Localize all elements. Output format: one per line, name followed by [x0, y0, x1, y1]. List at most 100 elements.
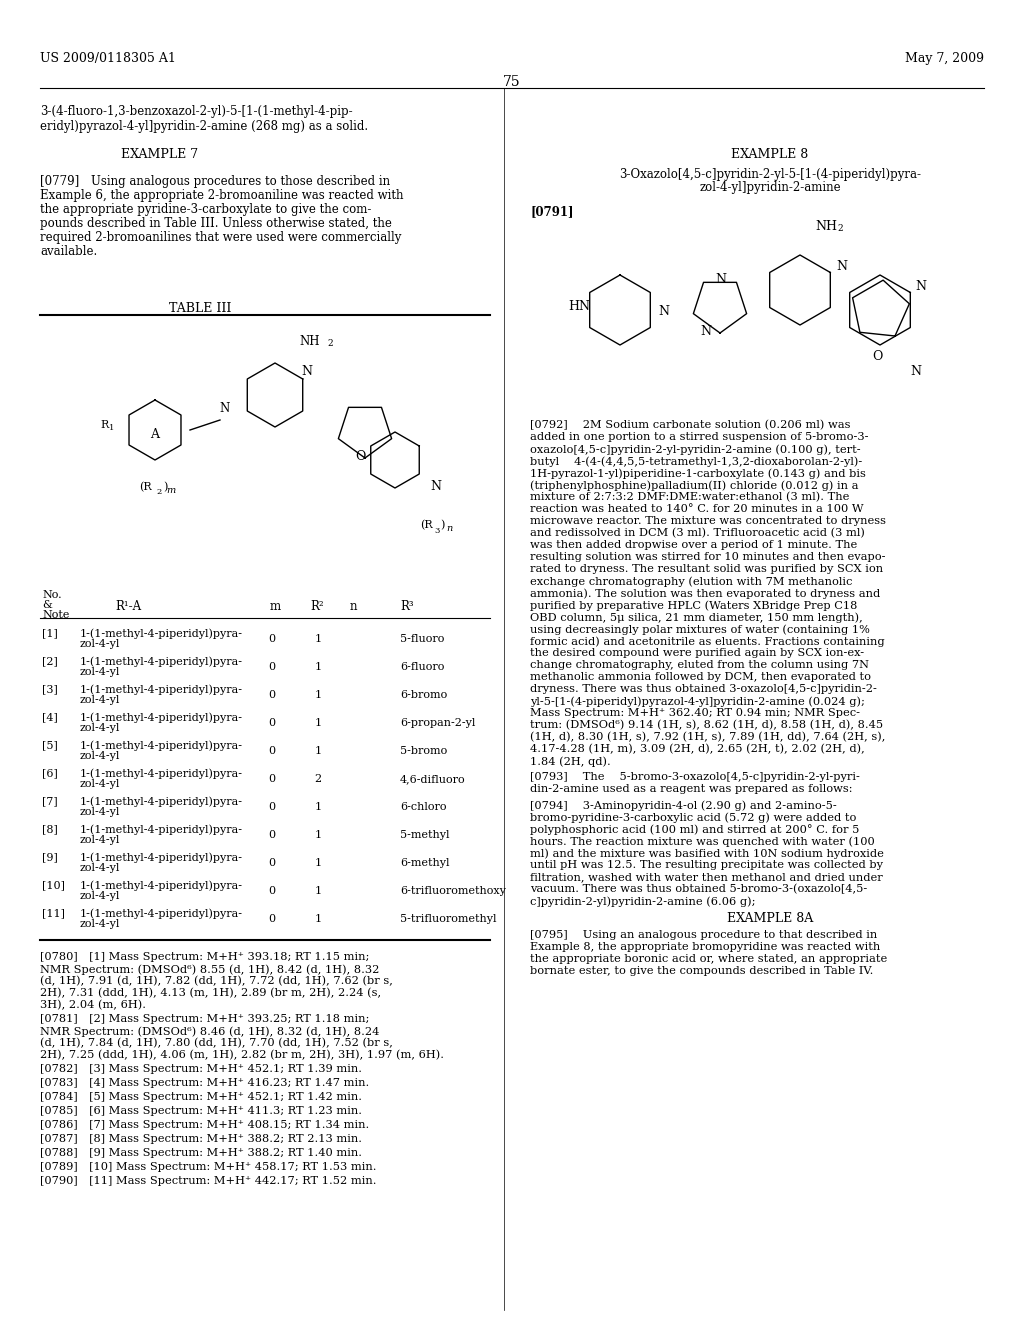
Text: n: n: [350, 601, 357, 612]
Text: [0779] Using analogous procedures to those described in: [0779] Using analogous procedures to tho…: [40, 176, 390, 187]
Text: EXAMPLE 7: EXAMPLE 7: [122, 148, 199, 161]
Text: [0794]  3-Aminopyridin-4-ol (2.90 g) and 2-amino-5-: [0794] 3-Aminopyridin-4-ol (2.90 g) and …: [530, 800, 837, 810]
Text: 5-bromo: 5-bromo: [400, 746, 447, 756]
Text: required 2-bromoanilines that were used were commercially: required 2-bromoanilines that were used …: [40, 231, 401, 244]
Text: (1H, d), 8.30 (1H, s), 7.92 (1H, s), 7.89 (1H, dd), 7.64 (2H, s),: (1H, d), 8.30 (1H, s), 7.92 (1H, s), 7.8…: [530, 733, 886, 742]
Text: [11]: [11]: [42, 908, 65, 917]
Text: din-2-amine used as a reagent was prepared as follows:: din-2-amine used as a reagent was prepar…: [530, 784, 853, 795]
Text: rated to dryness. The resultant solid was purified by SCX ion: rated to dryness. The resultant solid wa…: [530, 564, 883, 574]
Text: A: A: [151, 429, 160, 441]
Text: resulting solution was stirred for 10 minutes and then evapo-: resulting solution was stirred for 10 mi…: [530, 552, 886, 562]
Text: [3]: [3]: [42, 684, 58, 694]
Text: n: n: [446, 524, 453, 533]
Text: zol-4-yl: zol-4-yl: [80, 836, 121, 845]
Text: 0: 0: [268, 774, 275, 784]
Text: mixture of 2:7:3:2 DMF:DME:water:ethanol (3 ml). The: mixture of 2:7:3:2 DMF:DME:water:ethanol…: [530, 492, 849, 503]
Text: 0: 0: [268, 690, 275, 700]
Text: US 2009/0118305 A1: US 2009/0118305 A1: [40, 51, 176, 65]
Text: 1-(1-methyl-4-piperidyl)pyra-: 1-(1-methyl-4-piperidyl)pyra-: [80, 768, 243, 779]
Text: 2: 2: [328, 339, 333, 348]
Text: 5-trifluoromethyl: 5-trifluoromethyl: [400, 913, 497, 924]
Text: 3-Oxazolo[4,5-c]pyridin-2-yl-5-[1-(4-piperidyl)pyra-: 3-Oxazolo[4,5-c]pyridin-2-yl-5-[1-(4-pip…: [618, 168, 921, 181]
Text: [8]: [8]: [42, 824, 58, 834]
Text: 2H), 7.31 (ddd, 1H), 4.13 (m, 1H), 2.89 (br m, 2H), 2.24 (s,: 2H), 7.31 (ddd, 1H), 4.13 (m, 1H), 2.89 …: [40, 987, 381, 998]
Text: m: m: [270, 601, 282, 612]
Text: R²: R²: [310, 601, 324, 612]
Text: exchange chromatography (elution with 7M methanolic: exchange chromatography (elution with 7M…: [530, 576, 852, 586]
Text: zol-4-yl: zol-4-yl: [80, 891, 121, 902]
Text: dryness. There was thus obtained 3-oxazolo[4,5-c]pyridin-2-: dryness. There was thus obtained 3-oxazo…: [530, 684, 877, 694]
Text: filtration, washed with water then methanol and dried under: filtration, washed with water then metha…: [530, 873, 883, 882]
Text: the desired compound were purified again by SCX ion-ex-: the desired compound were purified again…: [530, 648, 864, 657]
Text: ): ): [163, 482, 167, 492]
Text: [0783] [4] Mass Spectrum: M+H⁺ 416.23; RT 1.47 min.: [0783] [4] Mass Spectrum: M+H⁺ 416.23; R…: [40, 1078, 370, 1088]
Text: 1: 1: [314, 718, 322, 729]
Text: HN: HN: [568, 300, 590, 313]
Text: &: &: [42, 601, 52, 610]
Text: No.: No.: [42, 590, 61, 601]
Text: [6]: [6]: [42, 768, 58, 777]
Text: 6-fluoro: 6-fluoro: [400, 663, 444, 672]
Text: 1: 1: [314, 746, 322, 756]
Text: 1: 1: [314, 830, 322, 840]
Text: 1: 1: [314, 803, 322, 812]
Text: [0795]  Using an analogous procedure to that described in: [0795] Using an analogous procedure to t…: [530, 931, 878, 940]
Text: N: N: [910, 366, 921, 378]
Text: NMR Spectrum: (DMSOd⁶) 8.55 (d, 1H), 8.42 (d, 1H), 8.32: NMR Spectrum: (DMSOd⁶) 8.55 (d, 1H), 8.4…: [40, 964, 379, 974]
Text: 2H), 7.25 (ddd, 1H), 4.06 (m, 1H), 2.82 (br m, 2H), 3H), 1.97 (m, 6H).: 2H), 7.25 (ddd, 1H), 4.06 (m, 1H), 2.82 …: [40, 1049, 444, 1060]
Text: [0792]  2M Sodium carbonate solution (0.206 ml) was: [0792] 2M Sodium carbonate solution (0.2…: [530, 420, 851, 430]
Text: N: N: [658, 305, 669, 318]
Text: was then added dropwise over a period of 1 minute. The: was then added dropwise over a period of…: [530, 540, 857, 550]
Text: microwave reactor. The mixture was concentrated to dryness: microwave reactor. The mixture was conce…: [530, 516, 886, 525]
Text: 0: 0: [268, 746, 275, 756]
Text: 1-(1-methyl-4-piperidyl)pyra-: 1-(1-methyl-4-piperidyl)pyra-: [80, 824, 243, 834]
Text: vacuum. There was thus obtained 5-bromo-3-(oxazolo[4,5-: vacuum. There was thus obtained 5-bromo-…: [530, 884, 867, 895]
Text: zol-4-yl: zol-4-yl: [80, 639, 121, 649]
Text: zol-4-yl: zol-4-yl: [80, 807, 121, 817]
Text: zol-4-yl: zol-4-yl: [80, 779, 121, 789]
Text: pounds described in Table III. Unless otherwise stated, the: pounds described in Table III. Unless ot…: [40, 216, 392, 230]
Text: zol-4-yl: zol-4-yl: [80, 696, 121, 705]
Text: R: R: [101, 420, 110, 430]
Text: NH: NH: [815, 220, 837, 234]
Text: Note: Note: [42, 610, 70, 620]
Text: 1-(1-methyl-4-piperidyl)pyra-: 1-(1-methyl-4-piperidyl)pyra-: [80, 796, 243, 807]
Text: 6-methyl: 6-methyl: [400, 858, 450, 869]
Text: 1: 1: [314, 858, 322, 869]
Text: ): ): [440, 520, 444, 531]
Text: TABLE III: TABLE III: [169, 302, 231, 315]
Text: 6-trifluoromethoxy: 6-trifluoromethoxy: [400, 886, 506, 896]
Text: until pH was 12.5. The resulting precipitate was collected by: until pH was 12.5. The resulting precipi…: [530, 861, 883, 870]
Text: 0: 0: [268, 663, 275, 672]
Text: the appropriate pyridine-3-carboxylate to give the com-: the appropriate pyridine-3-carboxylate t…: [40, 203, 372, 216]
Text: EXAMPLE 8: EXAMPLE 8: [731, 148, 809, 161]
Text: c]pyridin-2-yl)pyridin-2-amine (6.06 g);: c]pyridin-2-yl)pyridin-2-amine (6.06 g);: [530, 896, 756, 907]
Text: (d, 1H), 7.84 (d, 1H), 7.80 (dd, 1H), 7.70 (dd, 1H), 7.52 (br s,: (d, 1H), 7.84 (d, 1H), 7.80 (dd, 1H), 7.…: [40, 1038, 393, 1048]
Text: [0786] [7] Mass Spectrum: M+H⁺ 408.15; RT 1.34 min.: [0786] [7] Mass Spectrum: M+H⁺ 408.15; R…: [40, 1119, 370, 1130]
Text: N: N: [220, 403, 230, 414]
Text: 2: 2: [837, 224, 843, 234]
Text: [1]: [1]: [42, 628, 58, 638]
Text: R¹-A: R¹-A: [115, 601, 141, 612]
Text: 1-(1-methyl-4-piperidyl)pyra-: 1-(1-methyl-4-piperidyl)pyra-: [80, 628, 243, 639]
Text: 6-propan-2-yl: 6-propan-2-yl: [400, 718, 475, 729]
Text: [9]: [9]: [42, 851, 58, 862]
Text: zol-4-yl]pyridin-2-amine: zol-4-yl]pyridin-2-amine: [699, 181, 841, 194]
Text: [2]: [2]: [42, 656, 58, 667]
Text: 1-(1-methyl-4-piperidyl)pyra-: 1-(1-methyl-4-piperidyl)pyra-: [80, 711, 243, 722]
Text: (R: (R: [138, 482, 152, 492]
Text: methanolic ammonia followed by DCM, then evaporated to: methanolic ammonia followed by DCM, then…: [530, 672, 871, 682]
Text: 1-(1-methyl-4-piperidyl)pyra-: 1-(1-methyl-4-piperidyl)pyra-: [80, 684, 243, 694]
Text: 75: 75: [503, 75, 521, 88]
Text: zol-4-yl: zol-4-yl: [80, 723, 121, 733]
Text: (triphenylphosphine)palladium(II) chloride (0.012 g) in a: (triphenylphosphine)palladium(II) chlori…: [530, 480, 858, 491]
Text: (d, 1H), 7.91 (d, 1H), 7.82 (dd, 1H), 7.72 (dd, 1H), 7.62 (br s,: (d, 1H), 7.91 (d, 1H), 7.82 (dd, 1H), 7.…: [40, 975, 393, 986]
Text: [0781] [2] Mass Spectrum: M+H⁺ 393.25; RT 1.18 min;: [0781] [2] Mass Spectrum: M+H⁺ 393.25; R…: [40, 1014, 370, 1024]
Text: O: O: [872, 350, 883, 363]
Text: 0: 0: [268, 886, 275, 896]
Text: butyl  4-(4-(4,4,5,5-tetramethyl-1,3,2-dioxaborolan-2-yl)-: butyl 4-(4-(4,4,5,5-tetramethyl-1,3,2-di…: [530, 455, 862, 466]
Text: N: N: [700, 325, 711, 338]
Text: [0782] [3] Mass Spectrum: M+H⁺ 452.1; RT 1.39 min.: [0782] [3] Mass Spectrum: M+H⁺ 452.1; RT…: [40, 1064, 362, 1074]
Text: the appropriate boronic acid or, where stated, an appropriate: the appropriate boronic acid or, where s…: [530, 954, 887, 964]
Text: 0: 0: [268, 634, 275, 644]
